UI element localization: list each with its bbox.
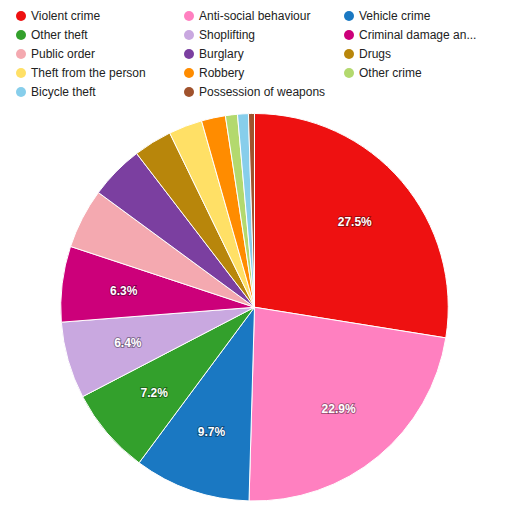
pie-slice <box>225 114 254 307</box>
data-labels: 27.5% 22.9% 9.7% 7.2% 6.4% 6.3% <box>110 215 372 439</box>
legend-swatch <box>344 11 354 21</box>
legend: Violent crime Anti-social behaviour Vehicl… <box>16 9 476 99</box>
data-label: 9.7% <box>198 425 226 439</box>
legend-entry: Theft from the person <box>31 66 146 80</box>
legend-entry: Burglary <box>199 47 244 61</box>
legend-entry: Shoplifting <box>199 28 255 42</box>
data-label: 22.9% <box>322 402 356 416</box>
legend-entry: Drugs <box>359 47 391 61</box>
data-label: 7.2% <box>141 386 169 400</box>
legend-entry: Possession of weapons <box>199 85 325 99</box>
legend-swatch <box>16 68 26 78</box>
pie-slice <box>61 307 254 396</box>
pie-slice <box>237 114 254 308</box>
legend-entry: Bicycle theft <box>31 85 96 99</box>
legend-swatch <box>16 87 26 97</box>
chart: Violent crime Anti-social behaviour Vehicl… <box>0 0 509 509</box>
legend-swatch <box>184 68 194 78</box>
legend-swatch <box>184 87 194 97</box>
pie <box>61 114 449 501</box>
data-label: 6.4% <box>114 336 142 350</box>
legend-entry: Vehicle crime <box>359 9 431 23</box>
legend-swatch <box>16 30 26 40</box>
pie-slice <box>255 114 449 338</box>
data-label: 27.5% <box>338 215 372 229</box>
pie-slice <box>249 307 446 501</box>
legend-swatch <box>184 49 194 59</box>
pie-slice <box>248 114 254 308</box>
legend-entry: Robbery <box>199 66 244 80</box>
legend-entry: Other crime <box>359 66 422 80</box>
legend-entry: Other theft <box>31 28 88 42</box>
legend-entry: Criminal damage an... <box>359 28 476 42</box>
legend-swatch <box>344 30 354 40</box>
data-label: 6.3% <box>110 284 138 298</box>
chart-container: Violent crime Anti-social behaviour Vehicl… <box>0 0 509 509</box>
legend-swatch <box>16 49 26 59</box>
legend-swatch <box>344 49 354 59</box>
legend-swatch <box>344 68 354 78</box>
legend-swatch <box>184 30 194 40</box>
legend-entry: Public order <box>31 47 95 61</box>
legend-entry: Violent crime <box>31 9 100 23</box>
legend-entry: Anti-social behaviour <box>199 9 310 23</box>
legend-swatch <box>184 11 194 21</box>
legend-swatch <box>16 11 26 21</box>
